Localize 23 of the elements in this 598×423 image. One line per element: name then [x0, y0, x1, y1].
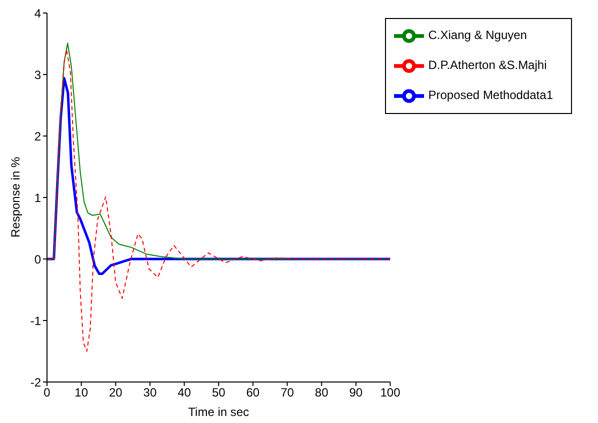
x-axis-title: Time in sec — [188, 405, 250, 419]
y-tick-label: 1 — [34, 190, 42, 205]
x-tick-label: 80 — [314, 386, 329, 400]
y-tick-label: 3 — [34, 68, 42, 82]
x-tick-label: 40 — [178, 386, 192, 400]
x-tick-label: 50 — [212, 386, 226, 400]
y-tick-label: 4 — [34, 6, 42, 20]
y-tick-label: 2 — [34, 129, 42, 144]
x-tick-label: 100 — [380, 386, 401, 400]
y-axis-title: Response in % — [8, 156, 22, 238]
legend-label: D.P.Atherton &S.Majhi — [428, 58, 547, 72]
x-tick-label: 10 — [74, 386, 88, 400]
y-tick-label: 0 — [34, 252, 42, 266]
legend-label: Proposed Methoddata1 — [428, 88, 553, 102]
y-tick-label: -1 — [30, 314, 42, 328]
legend-label: C.Xiang & Nguyen — [428, 28, 527, 42]
x-tick-label: 30 — [143, 386, 157, 400]
x-tick-label: 70 — [280, 386, 294, 400]
x-tick-label: 60 — [246, 386, 260, 400]
x-tick-label: 90 — [349, 386, 363, 400]
x-tick-label: 0 — [44, 386, 51, 400]
x-tick-label: 20 — [108, 386, 123, 400]
y-tick-label: -2 — [30, 375, 42, 390]
